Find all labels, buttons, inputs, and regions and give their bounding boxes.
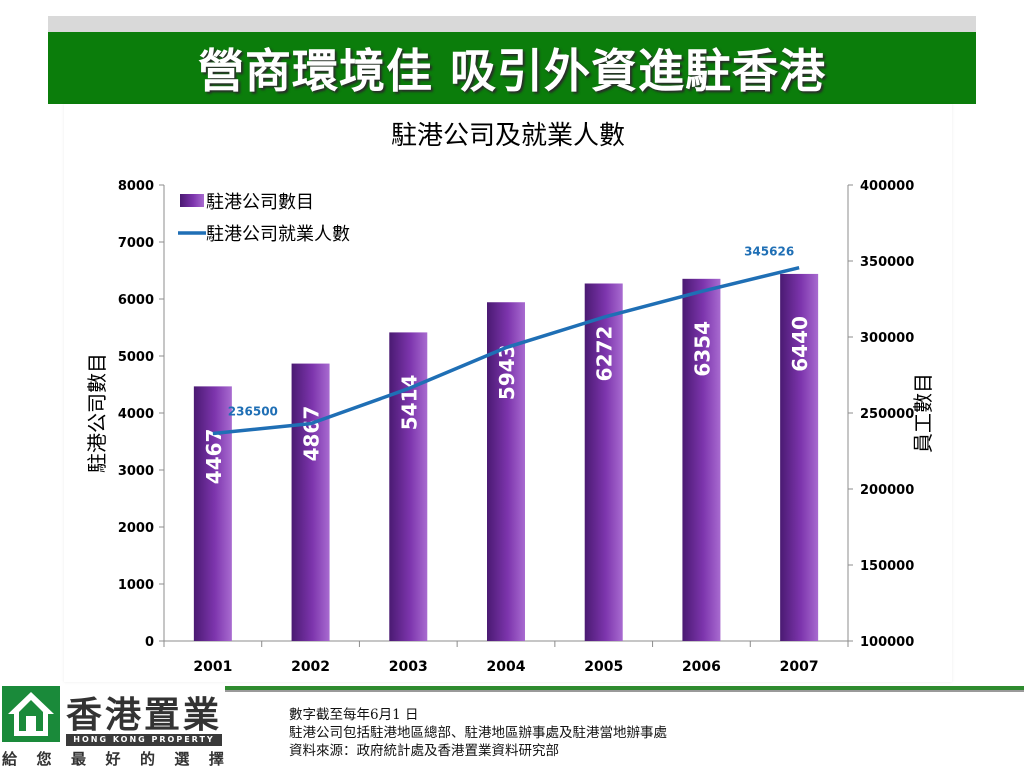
x-tick-label: 2006 — [682, 659, 721, 675]
bar-data-label: 5943 — [495, 344, 519, 400]
left-tick-label: 6000 — [118, 293, 154, 308]
x-tick-label: 2007 — [780, 659, 819, 675]
bar-2004 — [487, 302, 525, 641]
x-tick-label: 2004 — [487, 659, 526, 675]
logo-name-en: HONG KONG PROPERTY — [66, 734, 222, 746]
bar-data-label: 4867 — [300, 406, 324, 462]
right-tick-label: 300000 — [860, 331, 914, 346]
slogan-char: 給 — [2, 750, 18, 768]
right-axis-title: 員工數目 — [911, 373, 935, 453]
footnote-definition: 駐港公司包括駐港地區總部、駐港地區辦事處及駐港當地辦事處 — [289, 725, 667, 741]
left-tick-label: 4000 — [118, 407, 154, 422]
right-tick-label: 200000 — [860, 483, 914, 498]
left-tick-label: 3000 — [118, 464, 154, 479]
legend-bar-label: 駐港公司數目 — [206, 192, 314, 213]
slogan-char: 好 — [105, 750, 121, 768]
line-series: 236500 345626 — [212, 245, 800, 436]
right-tick-label: 350000 — [860, 255, 914, 270]
employment-line — [212, 265, 800, 436]
chart-panel: 駐港公司及就業人數 0 1000 2000 3000 4000 5000 6000 7000 8… — [64, 104, 952, 682]
bar-2002 — [291, 363, 330, 641]
left-tick-label: 7000 — [118, 236, 154, 251]
right-tick-label: 150000 — [860, 559, 914, 574]
left-tick-label: 5000 — [118, 350, 154, 365]
footer-divider-shadow — [225, 690, 1024, 692]
bar-2007 — [780, 273, 819, 641]
logo-name-cn: 香港置業 — [66, 694, 223, 736]
logo-slogan: 給 您 最 好 的 選 擇 — [2, 748, 224, 769]
left-tick-label: 1000 — [118, 578, 154, 593]
house-icon — [2, 686, 60, 742]
company-logo: 香港置業 HONG KONG PROPERTY 給 您 最 好 的 選 擇 — [0, 684, 226, 768]
footnotes: 數字截至每年6月1 日 駐港公司包括駐港地區總部、駐港地區辦事處及駐港當地辦事處… — [289, 706, 667, 760]
footer-divider — [225, 686, 1024, 690]
slogan-char: 擇 — [208, 750, 224, 768]
line-data-label: 345626 — [744, 245, 794, 259]
slogan-char: 最 — [70, 750, 86, 768]
footnote-source: 資料來源：政府統計處及香港置業資料研究部 — [289, 743, 559, 759]
left-tick-label: 8000 — [118, 179, 154, 194]
x-tick-label: 2002 — [291, 659, 330, 675]
line-data-label: 236500 — [228, 405, 278, 419]
legend-line-label: 駐港公司就業人數 — [206, 224, 350, 245]
bar-data-label: 6354 — [690, 321, 714, 377]
title-banner: 營商環境佳 吸引外資進駐香港 — [48, 32, 976, 104]
x-tick-label: 2001 — [193, 659, 232, 675]
left-tick-label: 2000 — [118, 521, 154, 536]
left-axis-title: 駐港公司數目 — [85, 353, 109, 473]
x-tick-label: 2003 — [389, 659, 428, 675]
bar-data-label: 6272 — [593, 326, 617, 382]
left-tick-label: 0 — [145, 635, 154, 650]
slogan-char: 的 — [139, 750, 155, 768]
combo-chart: 駐港公司及就業人數 0 1000 2000 3000 4000 5000 6000 7000 8… — [85, 121, 935, 675]
legend-bar-swatch — [180, 194, 204, 207]
chart-title: 駐港公司及就業人數 — [391, 121, 625, 151]
slogan-char: 選 — [174, 750, 190, 768]
bar-2006 — [682, 278, 721, 641]
right-tick-label: 250000 — [860, 407, 914, 422]
bar-data-label: 6440 — [788, 316, 812, 372]
footnote-date: 數字截至每年6月1 日 — [289, 707, 419, 723]
x-tick-label: 2005 — [584, 659, 623, 675]
bar-2001 — [193, 386, 232, 641]
slogan-char: 您 — [36, 750, 52, 768]
bar-data-label: 4467 — [202, 429, 226, 485]
top-gray-bar — [48, 16, 976, 32]
right-tick-label: 100000 — [860, 635, 914, 650]
slide-title: 營商環境佳 吸引外資進駐香港 — [197, 44, 826, 98]
right-tick-label: 400000 — [860, 179, 914, 194]
bar-2005 — [584, 283, 623, 641]
chart-axes: 0 1000 2000 3000 4000 5000 6000 7000 8000 100000 1… — [85, 179, 935, 675]
